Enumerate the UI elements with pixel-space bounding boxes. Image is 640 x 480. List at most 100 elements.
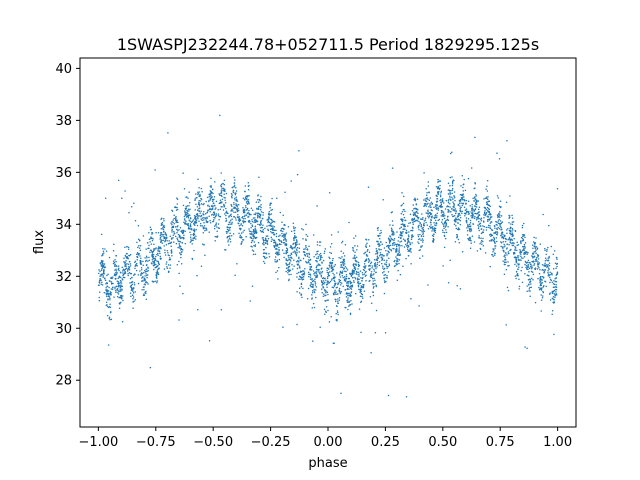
data-point (110, 291, 112, 294)
data-point (504, 263, 506, 266)
data-point (105, 250, 108, 252)
data-point (110, 281, 113, 283)
data-point (296, 272, 298, 275)
data-point (268, 221, 271, 224)
data-point (376, 240, 378, 243)
data-point (202, 213, 205, 216)
data-point (480, 218, 482, 220)
data-point (537, 255, 539, 257)
data-point (314, 281, 316, 283)
data-point (370, 274, 372, 276)
data-point (556, 258, 558, 260)
data-point (439, 195, 442, 198)
data-point (464, 209, 467, 211)
data-point (459, 193, 462, 196)
data-point (101, 281, 103, 283)
data-point (323, 293, 325, 295)
data-point (148, 238, 151, 241)
data-point (330, 264, 333, 266)
data-point (114, 269, 116, 271)
data-point (465, 212, 467, 214)
data-point (483, 198, 485, 200)
data-point (437, 209, 440, 211)
data-point (160, 233, 162, 235)
data-point (125, 264, 127, 266)
data-point (489, 218, 491, 221)
data-point (133, 282, 136, 284)
data-point (314, 284, 317, 286)
data-point (554, 296, 556, 299)
data-point (542, 295, 544, 297)
data-point (552, 301, 554, 303)
data-point (124, 190, 126, 192)
data-point (306, 255, 309, 257)
data-point (365, 280, 367, 282)
data-point (146, 276, 148, 279)
data-point (158, 263, 161, 266)
data-point (196, 224, 199, 227)
data-point (116, 280, 119, 282)
data-point (422, 224, 425, 226)
data-point (333, 279, 335, 282)
data-point (232, 191, 235, 194)
data-point (309, 284, 312, 286)
data-point (193, 233, 196, 236)
data-point (104, 248, 106, 250)
data-point (348, 221, 350, 224)
chart-title: 1SWASPJ232244.78+052711.5 Period 1829295… (117, 35, 539, 54)
data-point (294, 236, 296, 239)
data-point (134, 220, 137, 222)
data-point (508, 252, 510, 255)
data-point (514, 230, 517, 233)
data-point (210, 185, 213, 187)
data-point (231, 223, 233, 225)
data-point (378, 244, 381, 246)
data-point (115, 291, 117, 294)
data-point (347, 299, 349, 301)
data-point (354, 268, 357, 271)
data-point (172, 241, 175, 243)
data-point (193, 249, 195, 252)
data-point (114, 259, 116, 261)
data-point (267, 216, 270, 218)
data-point (342, 252, 345, 254)
data-point (452, 201, 454, 203)
data-point (454, 208, 457, 210)
data-point (290, 253, 293, 256)
data-point (506, 286, 509, 289)
data-point (543, 269, 545, 272)
data-point (247, 182, 250, 184)
data-point (195, 228, 197, 231)
data-point (335, 287, 338, 289)
data-point (402, 202, 405, 205)
data-point (339, 292, 342, 295)
data-point (430, 221, 432, 224)
data-point (549, 271, 551, 273)
data-point (293, 230, 295, 232)
data-point (521, 224, 524, 227)
data-point (338, 287, 341, 290)
data-point (477, 208, 480, 211)
data-point (153, 280, 155, 283)
data-point (178, 272, 180, 275)
data-point (313, 306, 316, 309)
data-point (176, 197, 178, 199)
data-point (386, 277, 389, 279)
data-point (138, 244, 140, 247)
data-point (115, 285, 118, 288)
data-point (298, 256, 300, 259)
data-point (255, 229, 257, 232)
data-point (155, 255, 157, 258)
data-point (144, 260, 147, 263)
data-point (337, 313, 339, 316)
data-point (533, 242, 536, 244)
data-point (365, 274, 367, 277)
data-point (298, 243, 300, 245)
data-point (514, 256, 517, 258)
data-point (397, 240, 399, 242)
data-point (262, 211, 264, 214)
data-point (262, 224, 264, 227)
data-point (322, 295, 325, 298)
data-point (249, 230, 252, 233)
data-point (377, 226, 379, 229)
